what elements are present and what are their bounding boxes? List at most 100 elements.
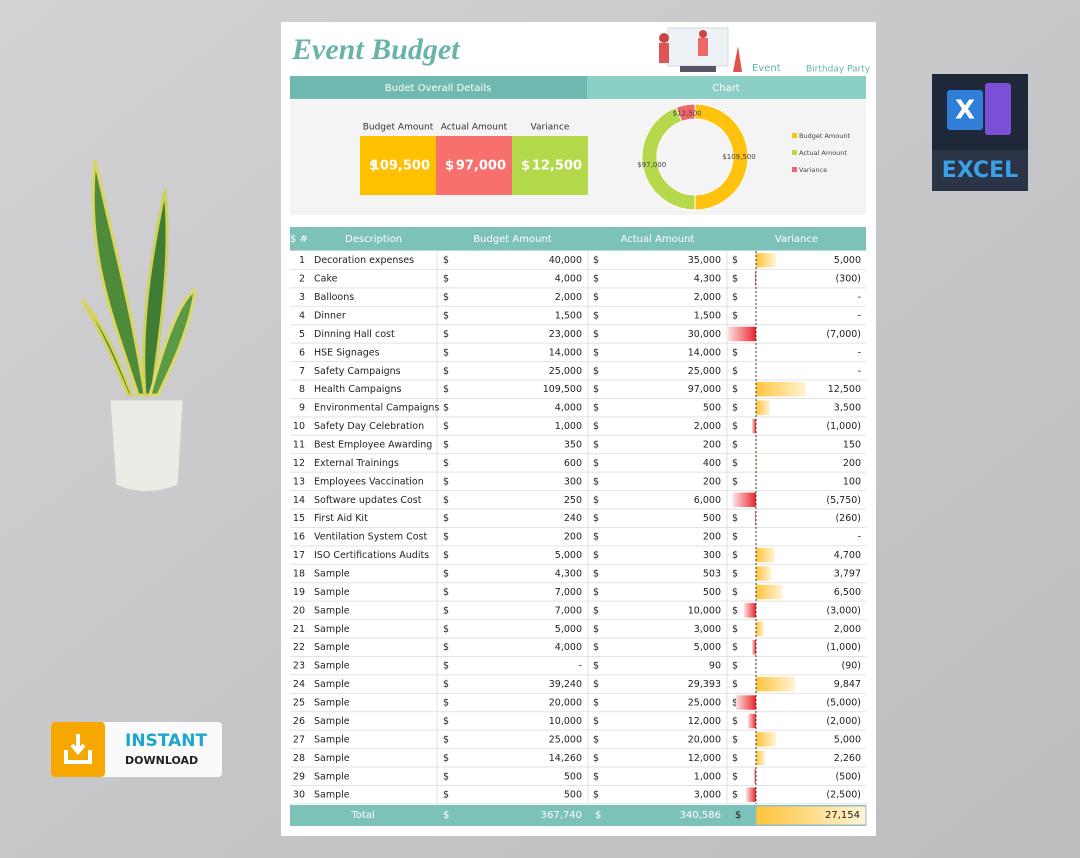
description: Environmental Campaigns (314, 403, 439, 414)
row-number: 22 (293, 642, 305, 653)
plant (80, 159, 197, 492)
row-number: 5 (299, 329, 305, 340)
variance: (3,000) (826, 605, 861, 616)
total-budget: 367,740 (541, 810, 582, 821)
description: Sample (314, 587, 350, 598)
column-header: Description (345, 234, 402, 245)
description: Sample (314, 569, 350, 580)
variance-bar (744, 603, 756, 618)
actual: 4,300 (694, 274, 721, 285)
currency: $ (593, 403, 599, 414)
summary-box (360, 136, 436, 195)
variance: 2,000 (834, 624, 861, 635)
actual: 2,000 (694, 421, 721, 432)
currency: $ (443, 532, 449, 543)
variance: - (858, 347, 861, 358)
currency: $ (443, 421, 449, 432)
variance: 150 (843, 440, 861, 451)
budget: 500 (564, 790, 582, 801)
actual: 3,000 (694, 790, 721, 801)
column-header: $ # (290, 234, 308, 245)
currency: $ (593, 698, 599, 709)
currency: $ (593, 366, 599, 377)
currency: $ (732, 532, 738, 543)
currency: $ (593, 550, 599, 561)
actual: 1,000 (694, 771, 721, 782)
chart-bar (587, 76, 866, 99)
column-header: Actual Amount (621, 234, 695, 245)
currency: $ (593, 255, 599, 266)
variance-bar (754, 769, 756, 784)
description: Sample (314, 605, 350, 616)
variance: 200 (843, 458, 861, 469)
currency: $ (732, 698, 738, 709)
currency: $ (732, 550, 738, 561)
total-row (290, 805, 866, 826)
budget: 109,500 (543, 384, 582, 395)
variance: (7,000) (826, 329, 861, 340)
row-number: 24 (293, 679, 305, 690)
variance: (300) (835, 274, 861, 285)
currency: $ (593, 605, 599, 616)
description: Software updates Cost (314, 495, 422, 506)
actual: 1,500 (694, 311, 721, 322)
currency: $ (443, 550, 449, 561)
actual: 20,000 (688, 734, 721, 745)
description: Dinning Hall cost (314, 329, 395, 340)
summary-label: Variance (531, 123, 570, 133)
row-number: 25 (293, 698, 305, 709)
currency: $ (732, 624, 738, 635)
budget: - (579, 661, 582, 672)
budget: 7,000 (555, 605, 582, 616)
budget: 250 (564, 495, 582, 506)
budget: 5,000 (555, 550, 582, 561)
row-number: 2 (299, 274, 305, 285)
currency: $ (443, 384, 449, 395)
currency: $ (443, 716, 449, 727)
description: Safety Campaigns (314, 366, 401, 377)
description: Sample (314, 790, 350, 801)
download-text: DOWNLOAD (125, 754, 198, 767)
variance-bar (752, 640, 756, 655)
actual: 30,000 (688, 329, 721, 340)
currency: $ (732, 274, 738, 285)
currency: $ (443, 292, 449, 303)
variance-bar (733, 492, 756, 508)
variance: 12,500 (828, 384, 861, 395)
summary-box (512, 136, 588, 195)
currency: $ (443, 771, 449, 782)
currency: $ (732, 384, 738, 395)
currency: $ (593, 513, 599, 524)
budget: 4,000 (555, 642, 582, 653)
description: First Aid Kit (314, 513, 368, 524)
variance: 6,500 (834, 587, 861, 598)
description: Sample (314, 734, 350, 745)
budget: 600 (564, 458, 582, 469)
column-header: Variance (775, 234, 818, 245)
currency: $ (732, 790, 738, 801)
description: Sample (314, 698, 350, 709)
summary-value: 97,000 (456, 159, 506, 174)
currency: $ (443, 495, 449, 506)
event-label: Event (752, 63, 781, 74)
budget: 23,000 (549, 329, 582, 340)
summary-currency: $ (521, 159, 530, 174)
currency: $ (443, 587, 449, 598)
variance: (5,000) (826, 698, 861, 709)
actual: 5,000 (694, 642, 721, 653)
variance-bar (755, 805, 867, 826)
actual: 25,000 (688, 366, 721, 377)
currency: $ (443, 605, 449, 616)
currency: $ (732, 569, 738, 580)
budget: 10,000 (549, 716, 582, 727)
description: Ventilation System Cost (314, 532, 428, 543)
currency: $ (732, 642, 738, 653)
legend-swatch (792, 150, 797, 155)
currency: $ (732, 458, 738, 469)
description: HSE Signages (314, 347, 380, 358)
description: External Trainings (314, 458, 399, 469)
variance-bar (756, 566, 772, 581)
variance: 5,000 (834, 734, 861, 745)
total-actual: 340,586 (680, 810, 721, 821)
